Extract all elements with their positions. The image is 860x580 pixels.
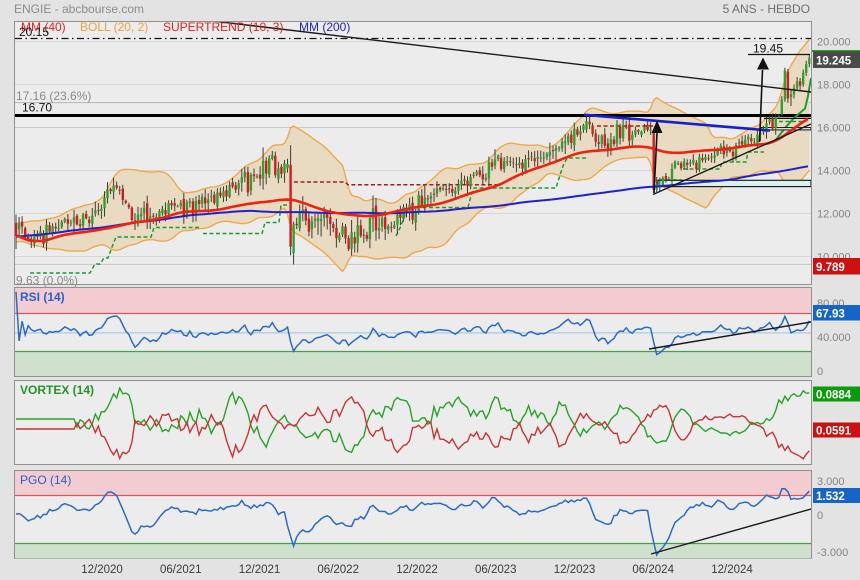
- svg-text:12/2021: 12/2021: [239, 564, 281, 576]
- svg-text:MM (40): MM (40): [21, 20, 66, 34]
- svg-text:0: 0: [817, 366, 823, 378]
- svg-text:17.16 (23.6%): 17.16 (23.6%): [16, 89, 91, 103]
- svg-text:06/2022: 06/2022: [317, 564, 359, 576]
- svg-text:0: 0: [817, 510, 823, 522]
- svg-text:SUPERTREND (10, 3): SUPERTREND (10, 3): [163, 20, 283, 34]
- svg-text:19.45: 19.45: [753, 42, 783, 56]
- svg-text:06/2021: 06/2021: [160, 564, 202, 576]
- svg-text:18.000: 18.000: [817, 80, 851, 92]
- svg-text:12/2024: 12/2024: [711, 564, 753, 576]
- svg-text:-3.000: -3.000: [817, 547, 848, 559]
- svg-text:1.532: 1.532: [816, 491, 845, 503]
- svg-text:0.0591: 0.0591: [816, 426, 852, 438]
- svg-text:14.000: 14.000: [817, 166, 851, 178]
- svg-text:PGO (14): PGO (14): [20, 473, 71, 487]
- svg-text:40.000: 40.000: [817, 332, 851, 344]
- svg-text:9.789: 9.789: [816, 262, 845, 274]
- svg-text:06/2023: 06/2023: [475, 564, 517, 576]
- svg-text:16.000: 16.000: [817, 123, 851, 135]
- svg-text:20.15: 20.15: [19, 25, 49, 39]
- svg-text:12/2020: 12/2020: [81, 564, 123, 576]
- svg-text:5 ANS - HEBDO: 5 ANS - HEBDO: [723, 2, 810, 16]
- svg-text:MM (200): MM (200): [299, 20, 350, 34]
- svg-text:06/2024: 06/2024: [632, 564, 674, 576]
- svg-text:RSI (14): RSI (14): [20, 290, 65, 304]
- svg-text:12.000: 12.000: [817, 209, 851, 221]
- svg-text:20.000: 20.000: [817, 37, 851, 49]
- svg-text:9.63 (0.0%): 9.63 (0.0%): [16, 274, 78, 288]
- svg-text:12/2023: 12/2023: [554, 564, 596, 576]
- svg-text:16.70: 16.70: [22, 101, 52, 115]
- svg-text:BOLL (20, 2): BOLL (20, 2): [80, 20, 148, 34]
- svg-text:67.93: 67.93: [816, 309, 845, 321]
- svg-text:19.245: 19.245: [816, 56, 852, 68]
- svg-text:0.0884: 0.0884: [816, 390, 852, 402]
- svg-text:12/2022: 12/2022: [396, 564, 438, 576]
- svg-text:3.000: 3.000: [817, 476, 845, 488]
- svg-text:VORTEX (14): VORTEX (14): [20, 383, 94, 397]
- svg-text:ENGIE - abcbourse.com: ENGIE - abcbourse.com: [14, 2, 144, 16]
